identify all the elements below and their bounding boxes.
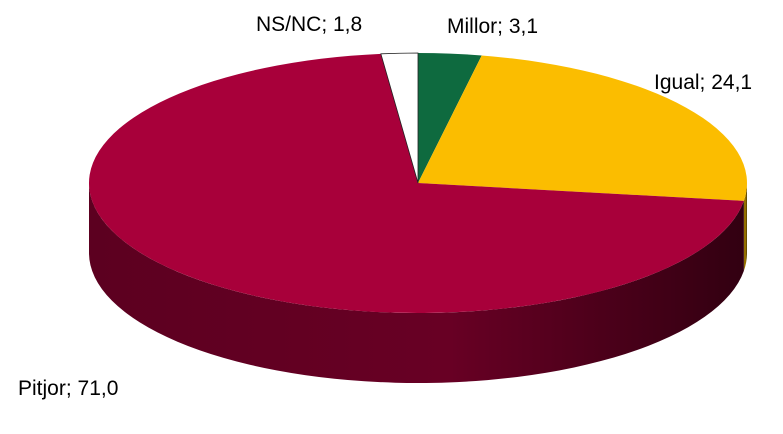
pie-slices: [89, 52, 747, 313]
pie-slice-pitjor: [89, 53, 744, 313]
pie-side-igual: [743, 183, 747, 271]
pie-slice-millor: [418, 53, 482, 183]
slice-label-nsnc: NS/NC; 1,8: [256, 13, 362, 36]
pie-sides: [89, 183, 747, 384]
slice-label-millor: Millor; 3,1: [447, 15, 538, 38]
pie-slice-ns-nc: [380, 52, 419, 184]
slice-label-igual: Igual; 24,1: [654, 71, 752, 94]
pie-slice-igual: [418, 55, 747, 201]
slice-label-pitjor: Pitjor; 71,0: [18, 377, 118, 400]
pie-side-pitjor: [89, 183, 744, 384]
